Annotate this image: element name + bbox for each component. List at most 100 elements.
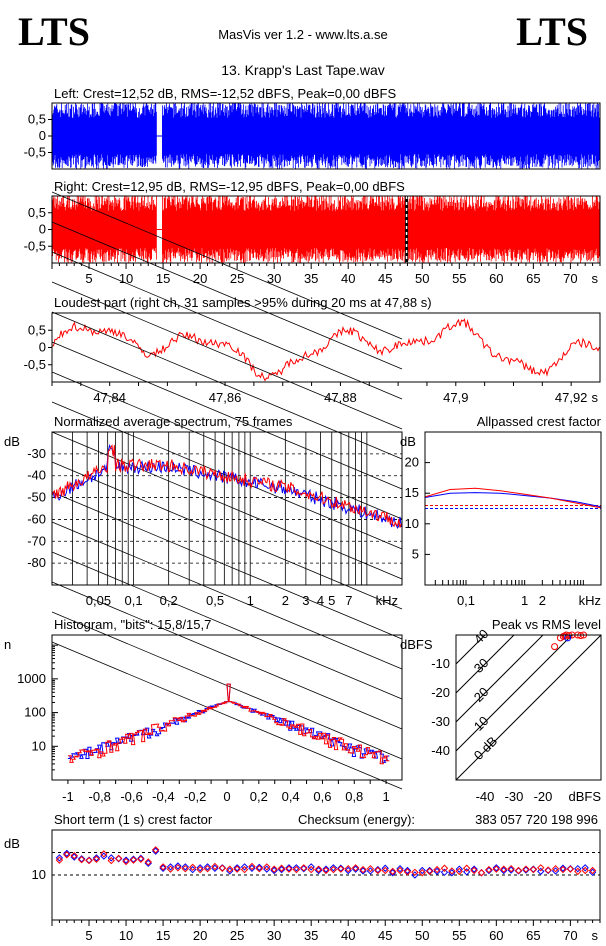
waveform-x-tick-10: 55 (452, 271, 466, 286)
waveform-x-tick-8: 45 (378, 271, 392, 286)
spectrum-slope-line (51, 551, 403, 700)
shortcrest-point-1-19 (196, 865, 204, 874)
shortcrest-point-0-68 (559, 864, 567, 872)
crest-y-tick-2: 10 (405, 516, 419, 531)
shortcrest-point-0-11 (137, 854, 145, 863)
spectrum-slope-line (51, 431, 403, 580)
checksum-label: Checksum (energy): (298, 812, 415, 827)
histogram-x-tick-3: -0,4 (152, 789, 174, 804)
crest-frame (424, 431, 602, 586)
shortcrest-point-1-69 (566, 865, 575, 873)
waveform-x-unit: s (592, 271, 599, 286)
spectrum-x-tick-1: 0,1 (125, 593, 143, 608)
shortcrest-point-0-46 (396, 864, 404, 873)
crest-y-tick-3: 5 (412, 546, 419, 561)
spectrum-slope-line (51, 251, 403, 400)
spectrum-x-tick-5: 2 (282, 593, 289, 608)
shortcrest-point-1-48 (411, 868, 419, 877)
spectrum-x-tick-0: 0,05 (86, 593, 111, 608)
shortcrest-point-0-34 (307, 863, 315, 871)
shortcrest-point-1-6 (100, 850, 108, 858)
shortcrest-point-0-55 (462, 868, 471, 876)
shortcrest-x-tick-7: 40 (341, 928, 355, 943)
waveform-x-tick-4: 25 (230, 271, 244, 286)
shortcrest-point-0-7 (107, 854, 115, 862)
pvr-x-label: dBFS (568, 789, 601, 804)
shortcrest-point-1-29 (270, 865, 278, 873)
waveform-y-tick-0-1: 0 (39, 128, 46, 143)
shortcrest-point-1-40 (351, 864, 360, 872)
shortcrest-point-1-61 (507, 864, 515, 873)
crest-y-label: dB (400, 434, 416, 449)
crest-x-tick-0: 0,1 (457, 593, 475, 608)
waveform-x-tick-9: 50 (415, 271, 429, 286)
shortcrest-point-0-5 (92, 854, 101, 862)
shortcrest-y-tick-0: 10 (32, 867, 46, 882)
shortcrest-point-1-52 (440, 864, 449, 872)
shortcrest-point-1-2 (70, 851, 78, 860)
histogram-x-tick-8: 0,6 (313, 789, 331, 804)
shortcrest-point-0-18 (188, 865, 197, 874)
spectrum-slope-line (51, 581, 403, 730)
waveform-title-1: Right: Crest=12,95 dB, RMS=-12,95 dBFS, … (54, 179, 405, 194)
pvr-y-label: dBFS (400, 637, 433, 652)
pvr-crest-label-3: 10 (471, 713, 492, 734)
shortcrest-point-1-65 (537, 864, 545, 872)
shortcrest-point-1-36 (322, 866, 330, 875)
histogram-x-tick-9: 0,8 (345, 789, 363, 804)
waveform-y-tick-1-1: 0 (39, 222, 46, 237)
shortcrest-point-1-60 (500, 865, 508, 873)
shortcrest-point-1-28 (263, 863, 271, 871)
shortcrest-point-1-42 (366, 864, 375, 873)
shortcrest-point-1-11 (137, 855, 145, 863)
shortcrest-point-1-5 (92, 855, 101, 863)
shortcrest-point-1-8 (114, 854, 123, 863)
shortcrest-point-1-58 (485, 865, 493, 874)
shortcrest-point-1-4 (85, 856, 93, 865)
histogram-x-tick-1: -0,8 (89, 789, 111, 804)
shortcrest-point-0-38 (337, 864, 345, 872)
spectrum-y-tick-3: -60 (27, 511, 46, 526)
crest-y-tick-1: 15 (405, 485, 419, 500)
shortcrest-point-0-1 (63, 849, 71, 858)
shortcrest-point-0-67 (551, 867, 560, 875)
shortcrest-point-1-24 (233, 865, 241, 873)
shortcrest-x-tick-5: 30 (267, 928, 281, 943)
shortcrest-point-1-56 (470, 866, 478, 875)
histogram-series-right (67, 683, 390, 765)
loudest-x-tick-3: 47,9 (443, 390, 468, 405)
histogram-title: Histogram, "bits": 15,8/15,7 (54, 617, 211, 632)
pvr-y-tick-3: -40 (431, 743, 450, 758)
histogram-y-tick-0: 1000 (17, 671, 46, 686)
shortcrest-point-0-43 (374, 865, 382, 874)
checksum-value: 383 057 720 198 996 (475, 812, 598, 827)
loudest-x-tick-4: 47,92 (555, 390, 588, 405)
spectrum-slope-line (51, 281, 403, 430)
shortcrest-point-0-31 (285, 864, 293, 872)
shortcrest-point-1-54 (455, 867, 464, 876)
waveform-x-tick-7: 40 (341, 271, 355, 286)
loudest-x-tick-1: 47,86 (209, 390, 242, 405)
shortcrest-point-0-59 (492, 864, 501, 872)
loudest-frame (51, 312, 601, 383)
shortcrest-y-label: dB (4, 836, 20, 851)
shortcrest-point-1-39 (344, 864, 352, 873)
pvr-crest-label-1: 30 (471, 655, 492, 676)
histogram-x-tick-6: 0,2 (250, 789, 268, 804)
waveform-x-tick-2: 15 (156, 271, 170, 286)
spectrum-slope-line (51, 401, 403, 550)
shortcrest-point-0-71 (581, 864, 589, 872)
shortcrest-point-1-17 (181, 864, 190, 873)
shortcrest-point-0-37 (329, 864, 338, 872)
histogram-y-tick-1: 100 (24, 705, 46, 720)
shortcrest-point-0-47 (403, 866, 412, 875)
pvr-frame (455, 634, 602, 781)
spectrum-x-tick-3: 0,5 (206, 593, 224, 608)
histogram-y-label: n (4, 637, 11, 652)
crest-title: Allpassed crest factor (477, 414, 602, 429)
shortcrest-point-1-64 (529, 865, 538, 874)
shortcrest-point-0-20 (203, 863, 212, 871)
histogram-x-tick-7: 0,4 (282, 789, 300, 804)
